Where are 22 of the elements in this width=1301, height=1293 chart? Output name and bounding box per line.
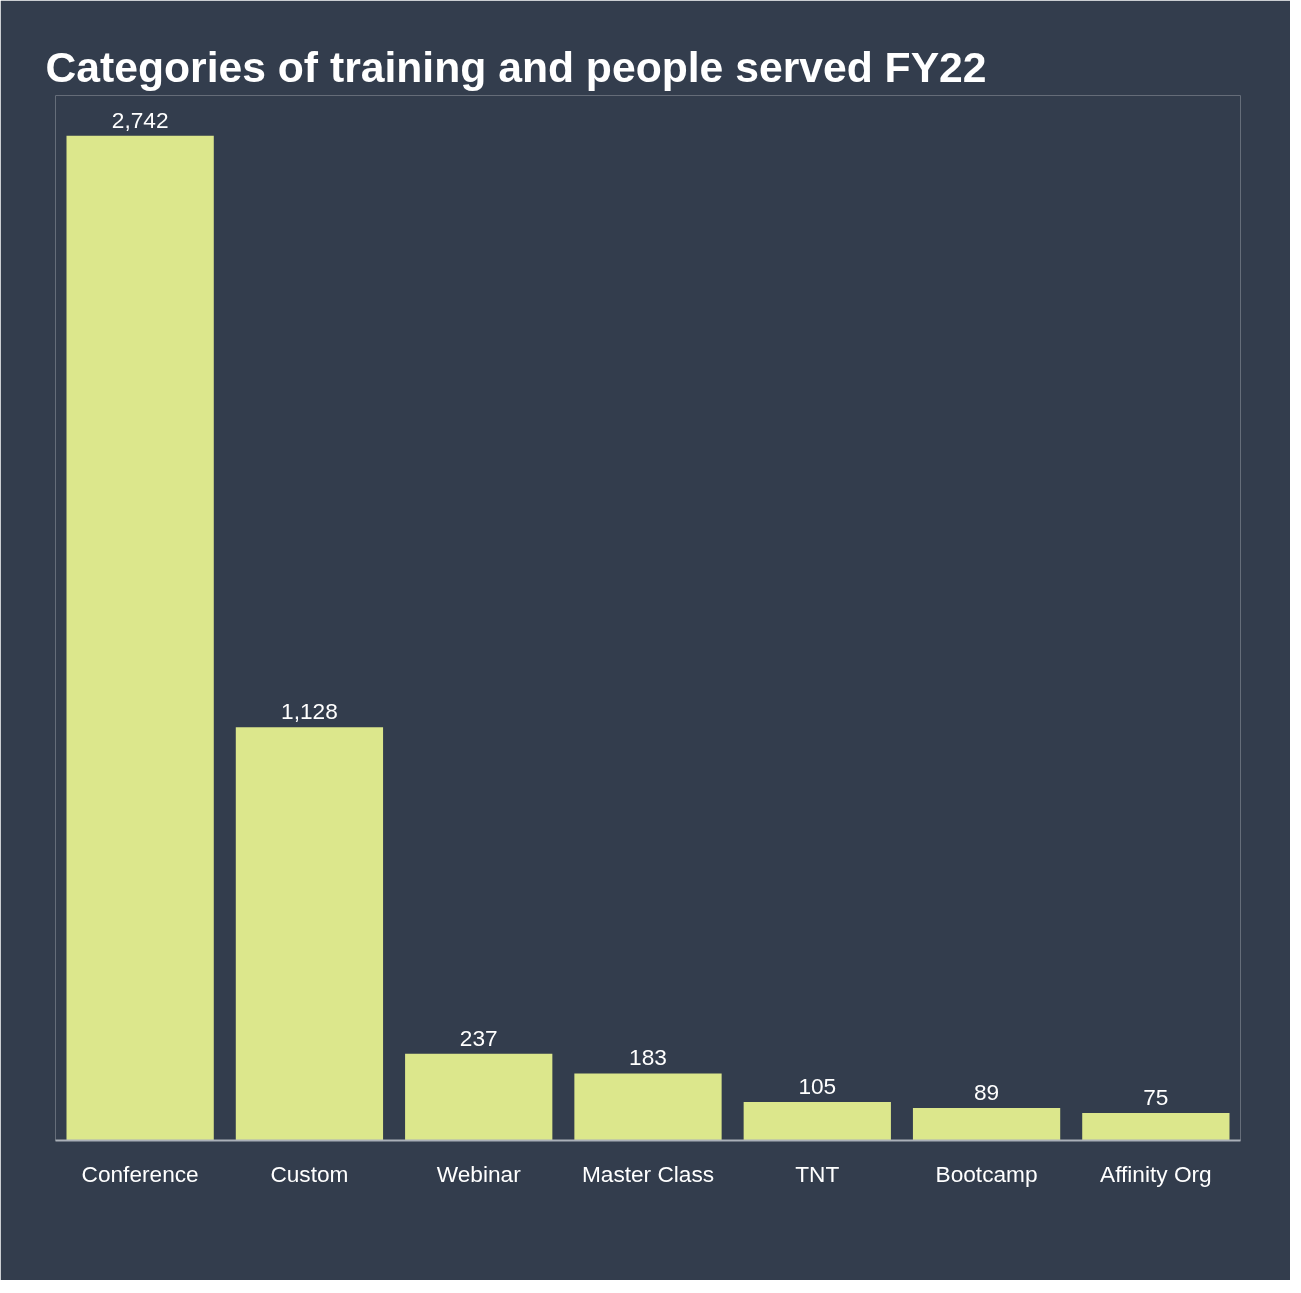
data-label: 237 [459,1024,498,1051]
bar [1082,1113,1230,1141]
bar [405,1053,553,1141]
bar [574,1073,722,1141]
bar [66,135,214,1141]
bar [235,727,384,1141]
data-label: 105 [798,1073,837,1100]
x-tick-label: Conference [81,1160,199,1187]
x-tick-label: Custom [270,1160,349,1187]
bar [912,1107,1061,1141]
x-tick-label: Webinar [436,1160,522,1187]
data-label: 2,742 [111,106,169,133]
x-tick-label: Bootcamp [935,1160,1038,1187]
data-label: 1,128 [281,698,338,725]
data-label: 89 [973,1078,1000,1105]
x-tick-label: Master Class [581,1160,715,1187]
bar [743,1102,891,1141]
data-label: 183 [629,1044,667,1071]
chart-title: Categories of training and people served FY22 [45,42,987,91]
x-tick-label: Affinity Org [1100,1160,1212,1187]
x-tick-label: TNT [795,1160,840,1187]
data-label: 75 [1143,1084,1169,1111]
